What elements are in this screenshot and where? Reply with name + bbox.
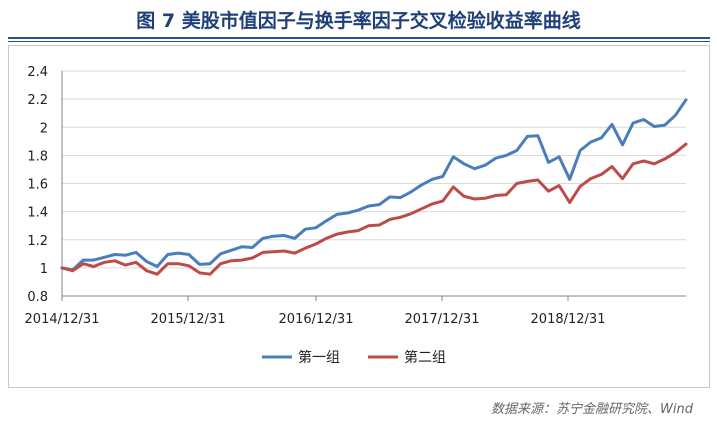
y-tick-label: 1.8 xyxy=(27,149,48,164)
y-tick-label: 1.2 xyxy=(27,234,48,249)
title-bar: 图 7 美股市值因子与换手率因子交叉检验收益率曲线 xyxy=(0,0,717,38)
y-tick-label: 1 xyxy=(40,262,48,277)
y-tick-label: 2.2 xyxy=(27,93,48,108)
chart-frame xyxy=(8,45,710,388)
chart-title: 图 7 美股市值因子与换手率因子交叉检验收益率曲线 xyxy=(136,10,581,32)
legend-label-1: 第一组 xyxy=(298,349,340,366)
y-tick-label: 2.4 xyxy=(27,65,48,80)
series-line-2 xyxy=(60,142,688,276)
x-tick-label: 2015/12/31 xyxy=(151,312,226,327)
x-tick-label: 2018/12/31 xyxy=(531,312,606,327)
y-tick-label: 0.8 xyxy=(27,290,48,305)
x-tick-label: 2014/12/31 xyxy=(25,312,100,327)
y-tick-label: 2 xyxy=(40,121,48,136)
series-line-1 xyxy=(60,98,688,272)
x-tick-label: 2017/12/31 xyxy=(405,312,480,327)
x-tick-label: 2016/12/31 xyxy=(279,312,354,327)
title-rule-top xyxy=(8,37,710,39)
y-tick-label: 1.6 xyxy=(27,178,48,193)
source-note: 数据来源：苏宁金融研究院、Wind xyxy=(491,402,693,417)
title-rule-bottom xyxy=(8,41,710,42)
y-tick-label: 1.4 xyxy=(27,206,48,221)
legend-label-2: 第二组 xyxy=(404,349,446,366)
